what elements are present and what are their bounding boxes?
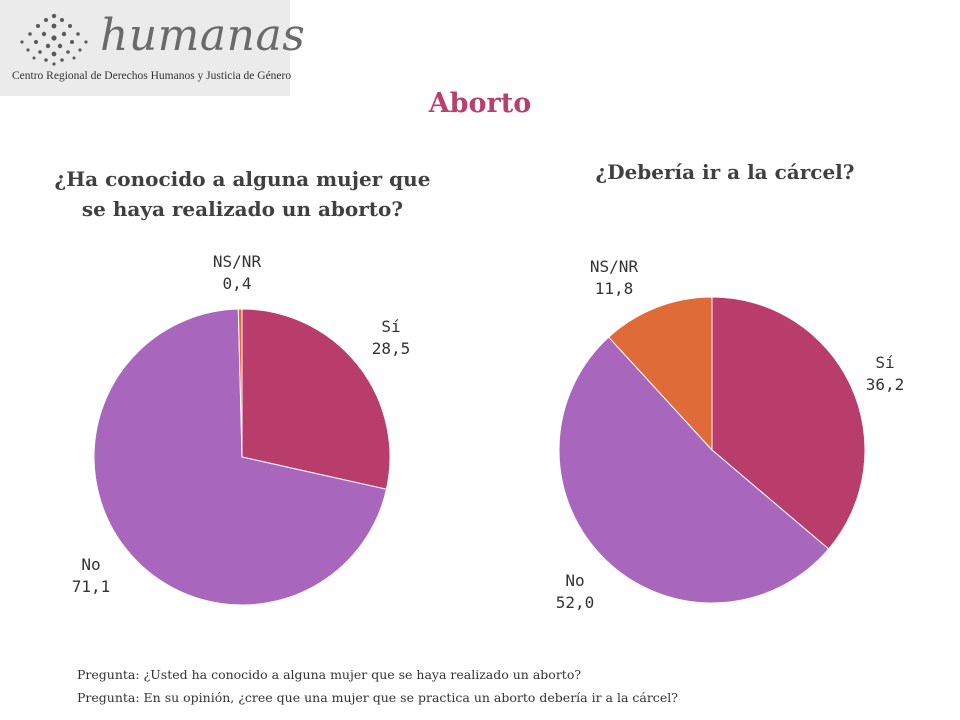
chart-2-title-line-1: ¿Debería ir a la cárcel? — [595, 160, 855, 184]
footnote-question-2: Pregunta: En su opinión, ¿cree que una m… — [77, 690, 678, 705]
chart-2-label-nsnr: NS/NR 11,8 — [568, 256, 660, 300]
chart-2-slice-nsnr — [607, 296, 713, 452]
chart-1-label-si-value: 28,5 — [371, 339, 411, 358]
chart-2-label-si-name: Sí — [875, 353, 895, 372]
logo: humanas Centro Regional de Derechos Huma… — [0, 0, 305, 96]
logo-tagline: Centro Regional de Derechos Humanos y Ju… — [12, 70, 292, 82]
chart-2-label-no-name: No — [565, 571, 585, 590]
chart-2-label-no-value: 52,0 — [555, 593, 595, 612]
chart-1-label-nsnr-value: 0,4 — [222, 274, 252, 293]
chart-1-label-no: No 71,1 — [58, 554, 124, 598]
chart-1-title-line-1: ¿Ha conocido a alguna mujer que — [54, 167, 431, 191]
chart-2-title: ¿Debería ir a la cárcel? — [490, 157, 960, 187]
chart-1-title-line-2: se haya realizado un aborto? — [81, 197, 404, 221]
page-title: Aborto — [428, 88, 532, 119]
chart-2-label-si-value: 36,2 — [865, 375, 905, 394]
logo-mark-icon — [20, 13, 88, 66]
chart-2-slice-si — [711, 296, 866, 550]
logo-brand: humanas — [100, 10, 306, 61]
chart-2-label-nsnr-name: NS/NR — [589, 257, 639, 276]
chart-2-label-no: No 52,0 — [542, 570, 608, 614]
chart-1-label-si-name: Sí — [381, 317, 401, 336]
chart-1-label-nsnr: NS/NR 0,4 — [197, 251, 277, 295]
pie-chart-2 — [558, 296, 866, 604]
chart-2-label-si: Sí 36,2 — [852, 352, 918, 396]
chart-1-label-nsnr-name: NS/NR — [212, 252, 262, 271]
chart-1-slice-no — [93, 308, 388, 606]
chart-1-label-no-value: 71,1 — [71, 577, 111, 596]
footnote-question-1: Pregunta: ¿Usted ha conocido a alguna mu… — [77, 667, 582, 682]
chart-2-label-nsnr-value: 11,8 — [594, 279, 634, 298]
pie-chart-1 — [93, 308, 391, 606]
chart-2-slice-no — [558, 336, 830, 604]
chart-1-slice-nsnr — [237, 308, 243, 458]
chart-1-label-si: Sí 28,5 — [358, 316, 424, 360]
chart-1-title: ¿Ha conocido a alguna mujer que se haya … — [0, 164, 485, 224]
chart-1-label-no-name: No — [81, 555, 101, 574]
chart-1-slice-si — [241, 308, 391, 490]
